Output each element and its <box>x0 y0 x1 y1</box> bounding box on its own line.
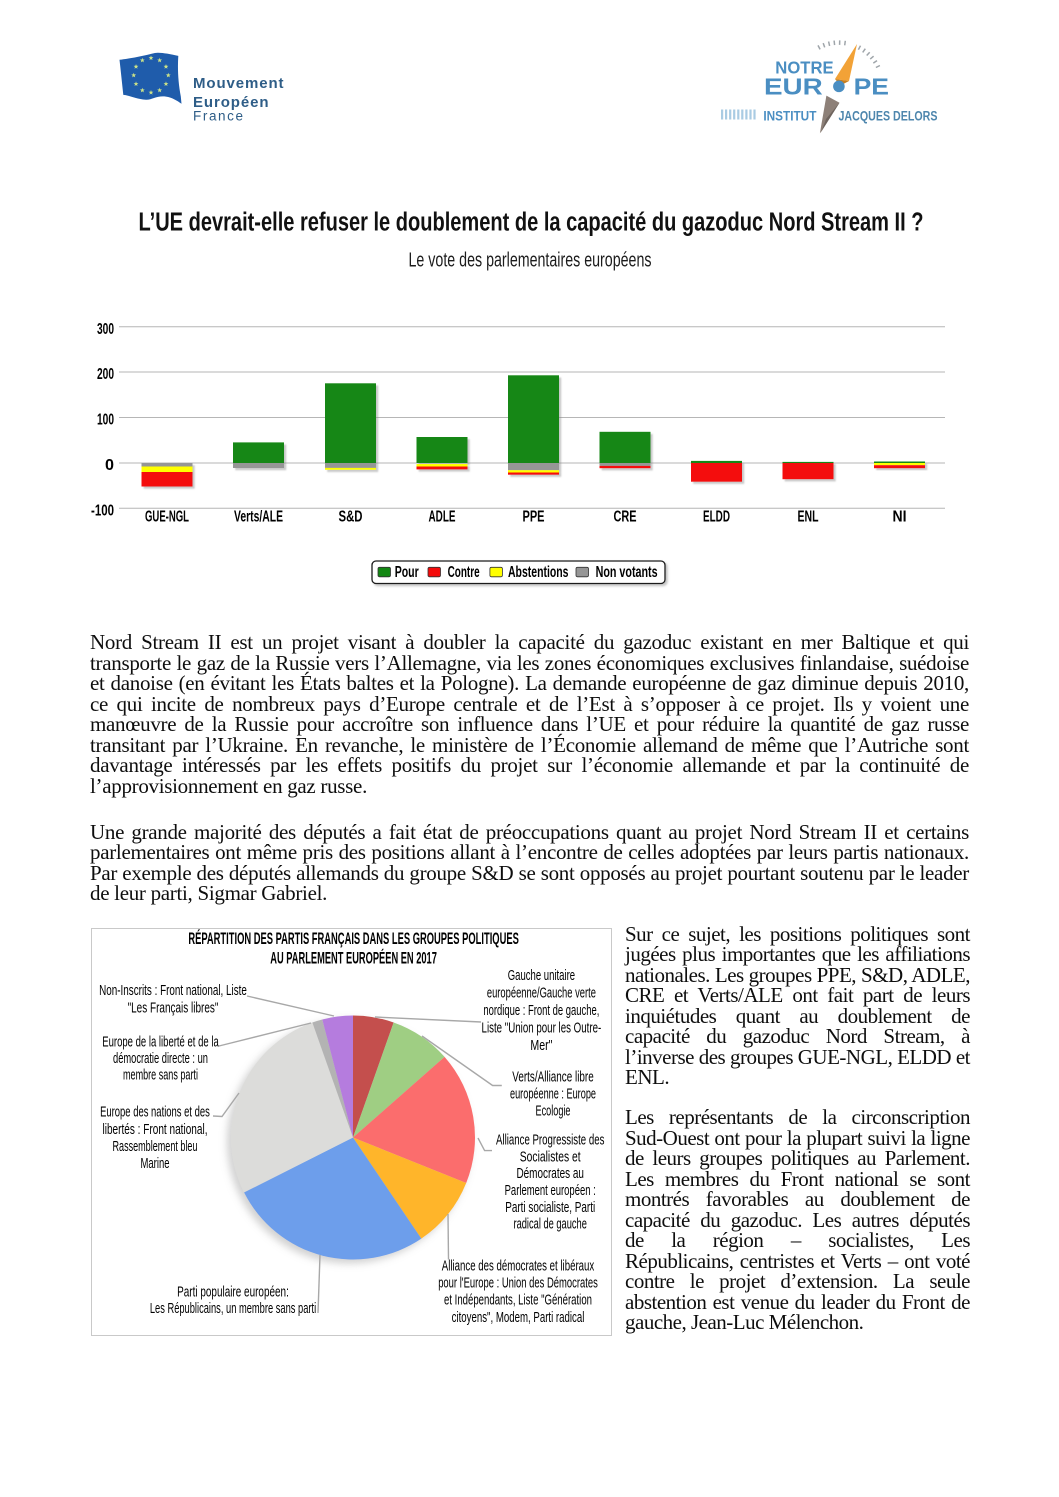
svg-text:Alliance Progressiste des: Alliance Progressiste des <box>496 1133 604 1149</box>
svg-text:Pour: Pour <box>395 564 419 581</box>
svg-text:0: 0 <box>105 457 114 474</box>
svg-text:Contre: Contre <box>448 564 480 581</box>
svg-text:Non-Inscrits : Front national,: Non-Inscrits : Front national, Liste <box>99 983 247 999</box>
svg-text:Socialistes et: Socialistes et <box>520 1149 581 1165</box>
svg-text:Démocrates au: Démocrates au <box>516 1166 584 1182</box>
svg-text:200: 200 <box>97 366 114 383</box>
svg-text:ADLE: ADLE <box>429 508 456 525</box>
svg-text:Parti socialiste, Parti: Parti socialiste, Parti <box>505 1200 595 1216</box>
svg-text:Verts/Alliance libre: Verts/Alliance libre <box>512 1070 593 1086</box>
svg-text:Europe de la liberté et de la: Europe de la liberté et de la <box>102 1034 219 1050</box>
svg-text:S&D: S&D <box>339 508 363 525</box>
svg-text:CRE: CRE <box>614 508 637 525</box>
svg-text:PE: PE <box>854 74 889 100</box>
svg-text:Les Républicains, un membre sa: Les Républicains, un membre sans parti <box>150 1301 316 1317</box>
svg-text:EUR: EUR <box>764 74 823 100</box>
svg-text:100: 100 <box>97 412 114 429</box>
svg-text:Ecologie: Ecologie <box>536 1104 571 1120</box>
svg-text:citoyens", Modem, Parti radica: citoyens", Modem, Parti radical <box>452 1310 585 1326</box>
svg-text:pour l'Europe : Union des Démo: pour l'Europe : Union des Démocrates <box>438 1276 598 1292</box>
svg-text:Mouvement: Mouvement <box>193 75 284 92</box>
svg-text:Liste "Union pour les Outre-: Liste "Union pour les Outre- <box>482 1021 602 1037</box>
svg-text:AU PARLEMENT EUROPÉEN EN 2017: AU PARLEMENT EUROPÉEN EN 2017 <box>270 949 437 968</box>
svg-text:ELDD: ELDD <box>703 508 730 525</box>
svg-text:libertés : Front national,: libertés : Front national, <box>103 1122 208 1138</box>
svg-text:Marine: Marine <box>141 1156 170 1172</box>
svg-text:démocratie directe : un: démocratie directe : un <box>113 1051 208 1067</box>
svg-text:JACQUES DELORS: JACQUES DELORS <box>839 109 938 124</box>
svg-text:Alliance des démocrates et lib: Alliance des démocrates et libéraux <box>442 1259 595 1275</box>
svg-text:radical de gauche: radical de gauche <box>514 1217 587 1233</box>
svg-text:Parti populaire européen:: Parti populaire européen: <box>177 1285 289 1301</box>
svg-text:Parlement européen :: Parlement européen : <box>505 1183 596 1199</box>
svg-text:Abstentions: Abstentions <box>508 564 569 581</box>
svg-text:PPE: PPE <box>523 508 545 525</box>
svg-text:NOTRE: NOTRE <box>775 58 834 78</box>
svg-text:Européen: Européen <box>193 94 269 111</box>
svg-text:Le vote des parlementaires eur: Le vote des parlementaires européens <box>409 250 652 272</box>
svg-text:300: 300 <box>97 321 114 338</box>
svg-text:Verts/ALE: Verts/ALE <box>234 508 283 525</box>
svg-text:ENL: ENL <box>798 508 819 525</box>
svg-text:L’UE devrait-elle refuser le d: L’UE devrait-elle refuser le doublement … <box>139 209 924 237</box>
svg-text:"Les Français libres": "Les Français libres" <box>128 1001 219 1017</box>
svg-text:Non votants: Non votants <box>596 564 658 581</box>
svg-text:GUE-NGL: GUE-NGL <box>145 508 189 525</box>
svg-text:Gauche unitaire: Gauche unitaire <box>508 968 575 984</box>
svg-text:Rassemblement bleu: Rassemblement bleu <box>113 1139 198 1155</box>
svg-text:membre sans parti: membre sans parti <box>123 1068 198 1084</box>
svg-text:Mer": Mer" <box>530 1038 552 1054</box>
svg-text:nordique : Front de gauche,: nordique : Front de gauche, <box>483 1003 599 1019</box>
svg-text:RÉPARTITION DES PARTIS FRANÇAI: RÉPARTITION DES PARTIS FRANÇAIS DANS LES… <box>188 929 519 948</box>
svg-text:-100: -100 <box>91 502 114 519</box>
svg-text:Europe des nations et des: Europe des nations et des <box>100 1105 210 1121</box>
svg-text:européenne : Europe: européenne : Europe <box>510 1087 596 1103</box>
svg-text:et Indépendants, Liste "Généra: et Indépendants, Liste "Génération <box>444 1293 592 1309</box>
svg-text:France: France <box>193 109 245 124</box>
svg-text:INSTITUT: INSTITUT <box>763 109 817 124</box>
svg-text:européenne/Gauche verte: européenne/Gauche verte <box>487 986 596 1002</box>
svg-text:NI: NI <box>893 508 907 525</box>
